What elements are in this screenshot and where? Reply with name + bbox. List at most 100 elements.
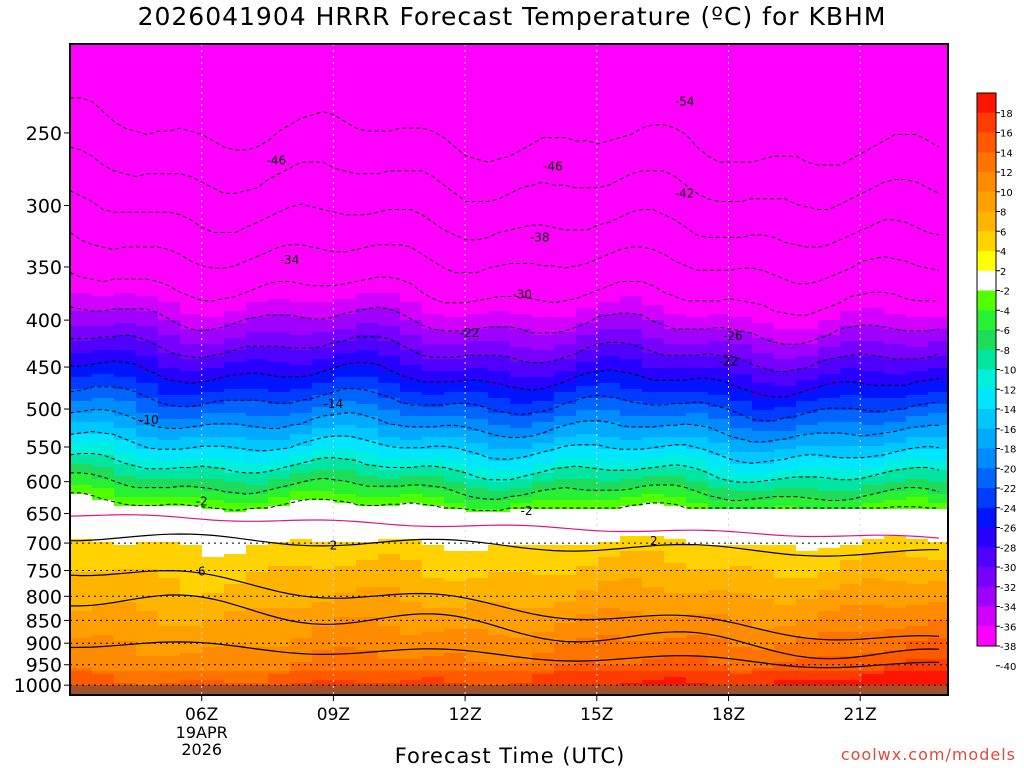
- temperature-band: [466, 578, 489, 603]
- temperature-band: [576, 662, 599, 672]
- temperature-band: [796, 455, 819, 468]
- temperature-band: [620, 416, 643, 429]
- temperature-band: [488, 635, 511, 666]
- temperature-band: [466, 356, 489, 369]
- temperature-band: [554, 644, 577, 666]
- credit-link[interactable]: coolwx.com/models: [840, 745, 1016, 764]
- temperature-band: [598, 314, 621, 330]
- temperature-band: [246, 440, 269, 453]
- temperature-band: [92, 398, 115, 411]
- contour-label: -38: [530, 230, 550, 244]
- temperature-band: [862, 371, 885, 387]
- temperature-band: [400, 416, 423, 429]
- temperature-band: [466, 329, 489, 342]
- temperature-band: [136, 542, 159, 570]
- temperature-band: [730, 482, 753, 492]
- temperature-band: [730, 473, 753, 483]
- temperature-band: [290, 335, 313, 351]
- isotherm-negative: [70, 306, 940, 345]
- temperature-band: [488, 371, 511, 387]
- temperature-band: [796, 356, 819, 369]
- temperature-band: [378, 410, 401, 426]
- temperature-band: [290, 425, 313, 435]
- temperature-band: [510, 488, 533, 498]
- temperature-band: [202, 437, 225, 447]
- temperature-band: [180, 329, 203, 345]
- temperature-band: [202, 317, 225, 330]
- temperature-band: [158, 44, 181, 303]
- temperature-band: [70, 494, 93, 540]
- temperature-band: [488, 671, 511, 690]
- colorbar-swatch: [977, 567, 996, 588]
- temperature-band: [774, 497, 797, 507]
- temperature-band: [686, 545, 709, 570]
- isotherm-negative: [70, 492, 939, 512]
- temperature-band: [312, 416, 335, 429]
- temperature-band: [928, 368, 948, 381]
- temperature-band: [774, 578, 797, 606]
- temperature-band: [114, 440, 137, 453]
- temperature-band: [730, 359, 753, 375]
- temperature-band: [180, 383, 203, 396]
- temperature-band: [400, 44, 423, 303]
- temperature-band: [158, 368, 181, 381]
- colorbar-label: -8: [1000, 346, 1010, 357]
- isotherm-negative: [70, 146, 940, 210]
- temperature-band: [796, 467, 819, 477]
- temperature-band: [708, 467, 731, 480]
- temperature-band: [92, 386, 115, 399]
- temperature-band: [158, 335, 181, 354]
- temperature-band: [268, 404, 291, 417]
- x-date-label: 19APR: [176, 723, 228, 742]
- temperature-band: [686, 368, 709, 381]
- colorbar-label: -10: [1000, 366, 1016, 377]
- temperature-band: [686, 413, 709, 426]
- temperature-band: [158, 302, 181, 321]
- temperature-band: [532, 362, 555, 378]
- temperature-band: [818, 467, 841, 480]
- temperature-band: [334, 593, 357, 618]
- temperature-band: [290, 317, 313, 336]
- temperature-band: [356, 587, 379, 618]
- temperature-band: [158, 578, 181, 627]
- temperature-band: [576, 614, 599, 639]
- temperature-band: [884, 386, 907, 399]
- temperature-band: [114, 545, 137, 570]
- temperature-band: [664, 671, 687, 678]
- temperature-band: [642, 467, 665, 477]
- temperature-band: [158, 380, 181, 396]
- temperature-band: [554, 488, 577, 501]
- colorbar-label: 16: [1000, 129, 1013, 140]
- isotherm-negative: [70, 453, 940, 483]
- temperature-band: [774, 344, 797, 360]
- y-tick-label: 700: [26, 533, 62, 555]
- temperature-band: [928, 470, 948, 483]
- x-tick-label: 15Z: [580, 705, 613, 725]
- temperature-band: [928, 542, 948, 561]
- contour-label: -14: [324, 397, 344, 411]
- temperature-band: [532, 575, 555, 609]
- temperature-band: [400, 302, 423, 321]
- colorbar-label: 10: [1000, 188, 1013, 199]
- temperature-band: [92, 467, 115, 480]
- temperature-band: [642, 617, 665, 642]
- temperature-band: [92, 443, 115, 456]
- y-tick-label: 400: [26, 310, 62, 332]
- temperature-band: [708, 500, 731, 510]
- temperature-band: [158, 671, 181, 684]
- temperature-band: [312, 437, 335, 450]
- temperature-band: [224, 401, 247, 414]
- temperature-band: [840, 356, 863, 369]
- temperature-band: [840, 545, 863, 561]
- temperature-band: [158, 449, 181, 462]
- temperature-band: [686, 392, 709, 405]
- temperature-band: [708, 368, 731, 381]
- temperature-band: [356, 389, 379, 405]
- temperature-band: [290, 434, 313, 447]
- temperature-band: [752, 422, 775, 432]
- temperature-band: [466, 380, 489, 393]
- temperature-band: [532, 422, 555, 435]
- temperature-band: [532, 653, 555, 672]
- temperature-band: [466, 662, 489, 672]
- temperature-band: [642, 44, 665, 306]
